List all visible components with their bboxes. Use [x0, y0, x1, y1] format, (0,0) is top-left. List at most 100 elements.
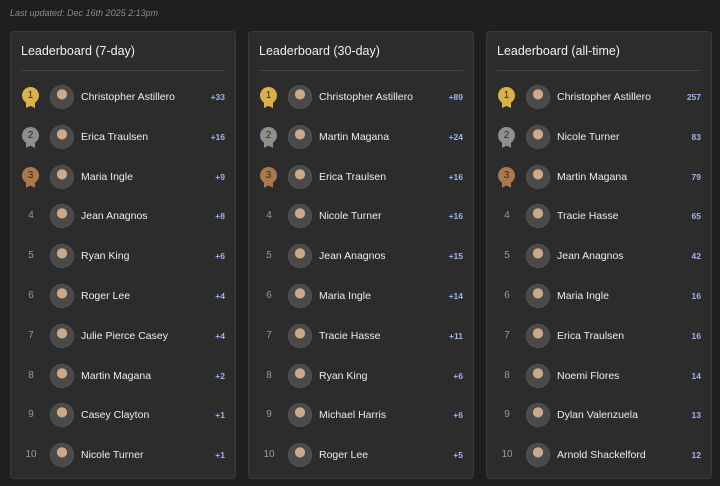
user-name: Nicole Turner: [557, 130, 620, 143]
leaderboard-row: 7 Julie Pierce Casey +4: [11, 321, 235, 351]
avatar: [50, 164, 74, 189]
score: 79: [691, 171, 701, 182]
user-name: Erica Traulsen: [557, 329, 625, 342]
avatar: [526, 363, 550, 388]
avatar: [288, 204, 312, 229]
leaderboard-row: 5 Jean Anagnos 42: [487, 241, 711, 271]
score: +8: [215, 211, 225, 222]
score: 83: [691, 131, 701, 142]
avatar: [288, 443, 312, 468]
medal-rank: 2: [22, 126, 39, 144]
medal-ribbon: [26, 101, 35, 108]
user-name: Jean Anagnos: [81, 210, 148, 223]
user-name: Michael Harris: [319, 409, 387, 422]
avatar: [526, 403, 550, 428]
medal-rank: 2: [260, 126, 277, 144]
user-name: Nicole Turner: [81, 449, 144, 462]
leaderboard-panel: Leaderboard (7-day) 1 Christopher Astiller…: [10, 31, 236, 479]
leaderboard-row: 2 Nicole Turner 83: [487, 122, 711, 152]
avatar: [50, 403, 74, 428]
avatar: [288, 164, 312, 189]
score: +6: [453, 370, 463, 381]
rank: 5: [28, 250, 34, 262]
leaderboard-row: 7 Tracie Hasse +11: [249, 321, 473, 351]
rank: 4: [28, 210, 34, 222]
user-name: Noemi Flores: [557, 369, 620, 382]
rank: 10: [501, 449, 513, 461]
leaderboard-row: 4 Nicole Turner +16: [249, 201, 473, 231]
medal-ribbon: [264, 180, 273, 188]
rank: 9: [504, 409, 510, 421]
avatar: [288, 323, 312, 348]
avatar: [50, 85, 74, 109]
medal-ribbon: [502, 180, 511, 188]
medal-ribbon: [26, 180, 35, 188]
medal-rank: 1: [260, 87, 277, 104]
score: +16: [448, 211, 463, 222]
avatar: [50, 244, 74, 269]
last-updated: Last updated: Dec 16th 2025 2:13pm: [10, 8, 159, 18]
score: 42: [691, 251, 701, 262]
user-name: Roger Lee: [319, 449, 369, 462]
leaderboard-row: 8 Martin Magana +2: [11, 361, 235, 391]
user-name: Christopher Astillero: [557, 91, 651, 103]
avatar: [288, 124, 312, 149]
medal-rank: 3: [260, 166, 277, 184]
score: +14: [448, 291, 463, 301]
user-name: Maria Ingle: [81, 170, 133, 183]
rank: 10: [263, 449, 275, 461]
score: 13: [691, 410, 701, 421]
score: 14: [691, 370, 701, 381]
leaderboard-row: 1 Christopher Astillero +33: [11, 82, 235, 112]
leaderboard-row: 4 Tracie Hasse 65: [487, 201, 711, 231]
rank: 9: [28, 409, 34, 421]
leaderboard-panel: Leaderboard (all-time) 1 Christopher Astil…: [486, 31, 712, 479]
divider: [259, 70, 463, 71]
leaderboard-row: 1 Christopher Astillero +89: [249, 82, 473, 112]
user-name: Erica Traulsen: [81, 130, 149, 143]
leaderboard-row: 3 Martin Magana 79: [487, 162, 711, 192]
score: +24: [448, 131, 463, 142]
user-name: Roger Lee: [81, 290, 131, 302]
rank: 8: [266, 369, 272, 381]
user-name: Julie Pierce Casey: [81, 329, 168, 342]
medal-rank: 2: [498, 126, 515, 144]
leaderboard-row: 3 Erica Traulsen +16: [249, 162, 473, 192]
rank: 4: [266, 210, 272, 222]
leaderboard-row: 10 Nicole Turner +1: [11, 440, 235, 470]
score: +15: [448, 251, 463, 262]
medal-ribbon: [502, 101, 511, 108]
medal-ribbon: [264, 140, 273, 148]
medal-ribbon: [26, 140, 35, 148]
divider: [21, 70, 225, 71]
user-name: Jean Anagnos: [557, 250, 624, 263]
leaderboard-row: 9 Michael Harris +6: [249, 400, 473, 430]
rank: 8: [28, 369, 34, 381]
leaderboard-row: 9 Dylan Valenzuela 13: [487, 400, 711, 430]
medal-rank: 3: [22, 166, 39, 184]
user-name: Erica Traulsen: [319, 170, 387, 183]
user-name: Maria Ingle: [319, 290, 371, 302]
panel-title: Leaderboard (7-day): [21, 44, 135, 58]
leaderboard-row: 4 Jean Anagnos +8: [11, 201, 235, 231]
leaderboard-row: 3 Maria Ingle +9: [11, 162, 235, 192]
score: +4: [215, 330, 225, 341]
leaderboard-row: 2 Erica Traulsen +16: [11, 122, 235, 152]
score: +5: [453, 450, 463, 461]
user-name: Ryan King: [319, 369, 368, 382]
rank: 6: [28, 290, 34, 301]
user-name: Tracie Hasse: [319, 329, 381, 342]
user-name: Jean Anagnos: [319, 250, 386, 263]
divider: [497, 70, 701, 71]
leaderboard-row: 7 Erica Traulsen 16: [487, 321, 711, 351]
rank: 8: [504, 369, 510, 381]
rank: 5: [504, 250, 510, 262]
avatar: [288, 363, 312, 388]
avatar: [526, 124, 550, 149]
user-name: Arnold Shackelford: [557, 449, 646, 462]
score: +4: [215, 291, 225, 301]
avatar: [526, 244, 550, 269]
leaderboard-row: 8 Ryan King +6: [249, 361, 473, 391]
avatar: [50, 323, 74, 348]
avatar: [526, 164, 550, 189]
